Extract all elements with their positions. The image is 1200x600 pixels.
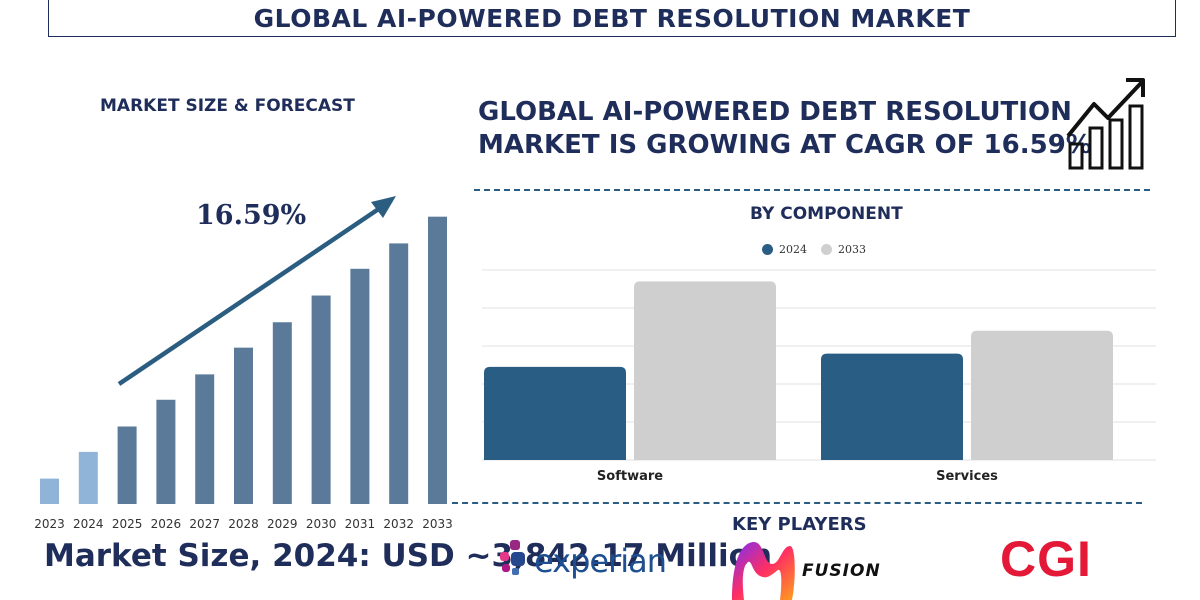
forecast-bar-2032 bbox=[389, 243, 409, 504]
experian-dots-icon bbox=[500, 540, 525, 575]
market-forecast-subtitle: MARKET SIZE & FORECAST bbox=[100, 96, 355, 116]
forecast-bar-2027 bbox=[195, 374, 215, 504]
component-bar-services-2024 bbox=[821, 353, 963, 460]
year-label-2026: 2026 bbox=[151, 517, 182, 531]
legend-label-2024: 2024 bbox=[779, 243, 807, 256]
forecast-bar-2029 bbox=[272, 322, 292, 504]
year-label-2027: 2027 bbox=[189, 517, 220, 531]
market-size-text: Market Size, 2024: USD ~3,842.17 Million bbox=[44, 538, 773, 574]
forecast-bar-2031 bbox=[350, 268, 370, 504]
growth-arrow-head bbox=[371, 196, 396, 218]
category-label-software: Software bbox=[597, 469, 663, 484]
forecast-bar-2033 bbox=[428, 216, 447, 504]
key-players-title: KEY PLAYERS bbox=[732, 514, 867, 535]
fusion-mark-icon bbox=[732, 542, 795, 600]
component-bar-services-2033 bbox=[971, 330, 1113, 460]
forecast-bar-2026 bbox=[156, 399, 176, 504]
year-label-2025: 2025 bbox=[112, 517, 143, 531]
year-label-2029: 2029 bbox=[267, 517, 298, 531]
page-title: GLOBAL AI-POWERED DEBT RESOLUTION MARKET bbox=[253, 3, 971, 33]
headline-line-1: GLOBAL AI-POWERED DEBT RESOLUTION bbox=[478, 97, 1072, 127]
year-label-2031: 2031 bbox=[345, 517, 376, 531]
title-box: GLOBAL AI-POWERED DEBT RESOLUTION MARKET bbox=[48, 0, 1176, 37]
forecast-bar-2025 bbox=[117, 426, 137, 504]
component-chart-title: BY COMPONENT bbox=[750, 204, 903, 224]
legend-item-2024: 2024 bbox=[762, 243, 807, 256]
cagr-headline: GLOBAL AI-POWERED DEBT RESOLUTION MARKET… bbox=[478, 96, 1092, 162]
headline-line-2: MARKET IS GROWING AT CAGR OF 16.59% bbox=[478, 130, 1092, 160]
year-label-2024: 2024 bbox=[73, 517, 104, 531]
section-divider-2 bbox=[452, 502, 1142, 504]
component-bar-chart: Software Services bbox=[482, 269, 1156, 484]
fusion-logo: FUSION bbox=[728, 540, 881, 600]
cagr-annotation: 16.59% bbox=[196, 200, 307, 231]
forecast-bar-2028 bbox=[234, 347, 253, 504]
component-legend: 2024 2033 bbox=[762, 243, 866, 256]
experian-logo: experian bbox=[494, 538, 667, 584]
year-label-2028: 2028 bbox=[228, 517, 259, 531]
cgi-logo: CGI bbox=[1000, 531, 1092, 587]
legend-swatch-2033 bbox=[821, 244, 832, 255]
forecast-bar-2023 bbox=[40, 478, 59, 504]
year-label-2033: 2033 bbox=[422, 517, 453, 531]
fusion-wordmark: FUSION bbox=[802, 561, 881, 581]
forecast-bar-2030 bbox=[311, 295, 331, 504]
year-label-2023: 2023 bbox=[34, 517, 65, 531]
growth-arrow-shaft bbox=[117, 202, 388, 386]
forecast-bar-2024 bbox=[78, 451, 98, 504]
year-label-2032: 2032 bbox=[383, 517, 414, 531]
experian-wordmark: experian bbox=[534, 542, 667, 580]
market-forecast-chart: 2023 2024 2025 2026 2027 2028 2029 2030 2031 2032… bbox=[34, 196, 453, 531]
legend-label-2033: 2033 bbox=[838, 243, 866, 256]
legend-item-2033: 2033 bbox=[821, 243, 866, 256]
category-label-services: Services bbox=[936, 469, 998, 484]
component-bar-software-2033 bbox=[634, 281, 776, 460]
legend-swatch-2024 bbox=[762, 244, 773, 255]
year-label-2030: 2030 bbox=[306, 517, 337, 531]
growth-chart-icon bbox=[1066, 78, 1145, 170]
section-divider bbox=[474, 189, 1150, 191]
component-bar-software-2024 bbox=[484, 366, 626, 460]
